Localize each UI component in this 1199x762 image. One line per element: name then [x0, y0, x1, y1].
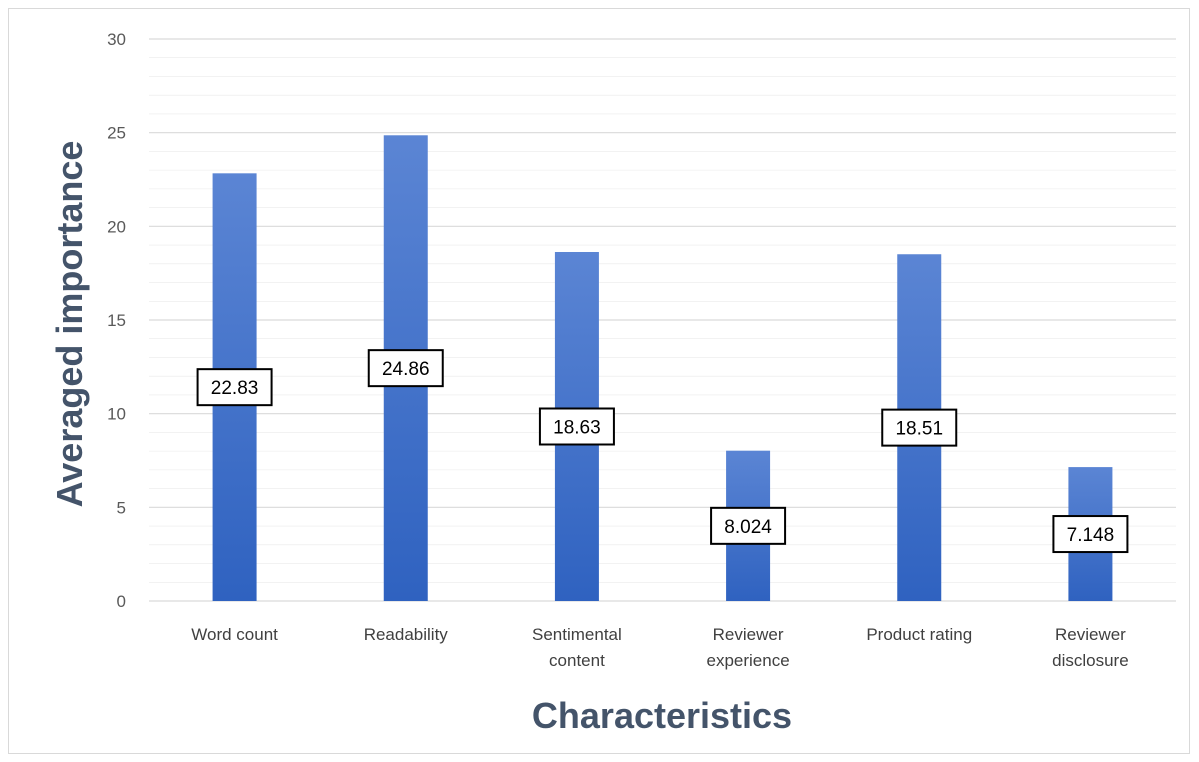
- bars: [212, 135, 1113, 602]
- svg-text:18.51: 18.51: [895, 419, 943, 440]
- y-tick-label: 10: [107, 405, 126, 424]
- x-tick-label: Sentimental content: [532, 625, 622, 670]
- data-label: 22.83: [196, 368, 273, 407]
- x-tick-label: Reviewer disclosure: [1052, 625, 1129, 670]
- data-label: 18.51: [881, 408, 958, 447]
- x-tick-label: Readability: [364, 625, 449, 644]
- data-labels: 22.83 24.86 18.63 8.024 18.51 7.148: [196, 349, 1129, 554]
- x-tick-label: Word count: [191, 625, 278, 644]
- y-tick-label: 20: [107, 217, 126, 236]
- data-label: 7.148: [1052, 515, 1129, 554]
- svg-text:22.83: 22.83: [211, 378, 259, 399]
- data-label: 18.63: [538, 407, 615, 446]
- x-tick-label: Reviewer experience: [706, 625, 789, 670]
- svg-text:24.86: 24.86: [382, 359, 430, 380]
- grid-lines: [149, 38, 1176, 602]
- y-tick-label: 30: [107, 30, 126, 49]
- category-labels: Word count Readability Sentimental content R…: [191, 625, 1128, 670]
- x-tick-label: Product rating: [866, 625, 972, 644]
- x-axis-title: Characteristics: [532, 695, 792, 736]
- y-tick-label: 25: [107, 124, 126, 143]
- data-label: 24.86: [367, 349, 444, 388]
- svg-text:7.148: 7.148: [1067, 525, 1115, 546]
- y-tick-labels: 0 5 10 15 20 25 30: [107, 30, 126, 611]
- y-tick-label: 5: [117, 498, 126, 517]
- data-label: 8.024: [710, 506, 787, 545]
- y-axis-title: Averaged importance: [49, 141, 90, 508]
- y-tick-label: 15: [107, 311, 126, 330]
- svg-text:8.024: 8.024: [724, 517, 772, 538]
- svg-text:18.63: 18.63: [553, 417, 601, 438]
- y-tick-label: 0: [117, 592, 126, 611]
